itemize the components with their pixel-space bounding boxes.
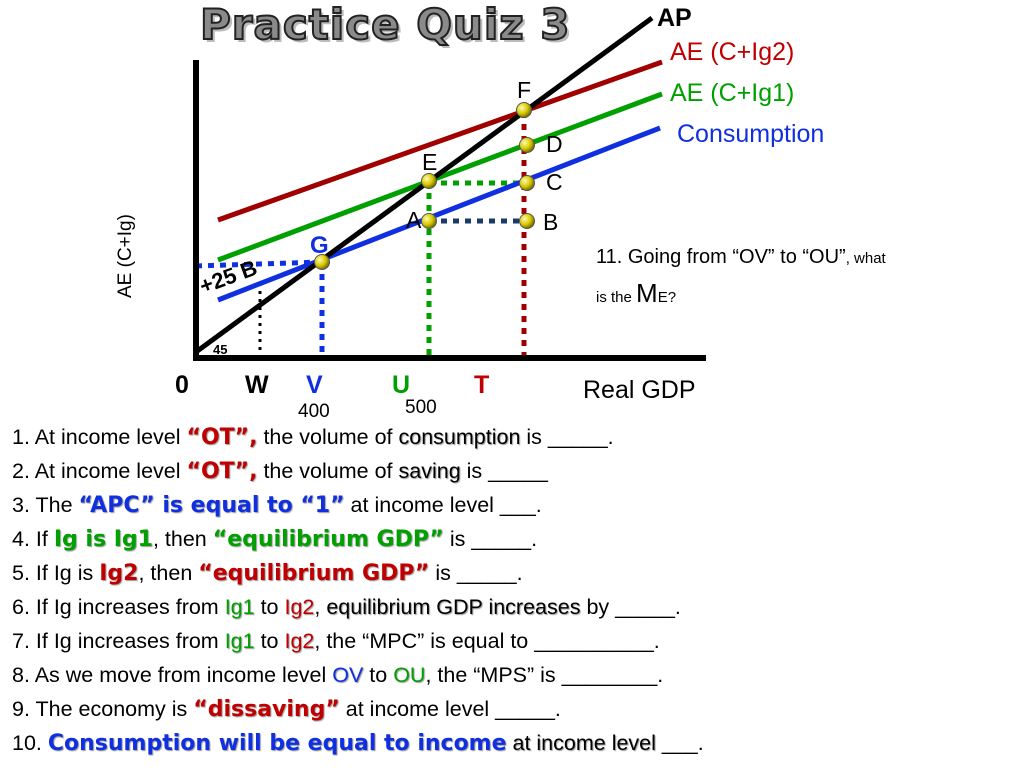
- q4-end: is _____.: [443, 527, 538, 551]
- q8-ou: OU: [393, 663, 426, 687]
- q11-part4: M: [636, 278, 658, 308]
- q8-text: 8. As we move from income level: [12, 663, 333, 687]
- ae-ig1-label: AE (C+Ig1): [670, 79, 794, 107]
- q5-highlight2: “equilibrium GDP”: [198, 561, 430, 586]
- point-d-dot: [519, 137, 535, 153]
- q11-part3: is the: [596, 289, 637, 306]
- x-value-400: 400: [298, 401, 330, 420]
- diagram: AP AE (C+Ig2) AE (C+Ig1) Consumption F D…: [115, 4, 824, 420]
- point-e-label: E: [422, 149, 437, 175]
- question-8: 8. As we move from income level OV to OU…: [12, 658, 1012, 692]
- q2-text2: the volume of: [257, 459, 399, 483]
- q3-end: at income level ___.: [344, 493, 542, 517]
- question-list: 1. At income level “OT”, the volume of c…: [12, 420, 1012, 760]
- guide-g-horizontal: [195, 259, 323, 269]
- point-c-dot: [519, 175, 535, 191]
- q8-to: to: [363, 663, 394, 687]
- q1-text: 1. At income level: [12, 425, 187, 449]
- consumption-label: Consumption: [677, 120, 824, 148]
- point-a-label: A: [406, 207, 422, 233]
- q6-end: by _____.: [580, 595, 681, 619]
- q2-keyword: saving: [398, 459, 461, 483]
- q7-ig2: Ig2: [284, 629, 315, 653]
- q5-text2: , then: [138, 561, 199, 585]
- tick-t: T: [474, 371, 489, 399]
- point-f-dot: [516, 102, 532, 118]
- q10-end: ___.: [655, 731, 704, 755]
- q10-keyword: at income level: [506, 731, 656, 755]
- q4-highlight2: “equilibrium GDP”: [212, 527, 444, 552]
- q2-end: is _____: [460, 459, 548, 483]
- ae-ig2-label: AE (C+Ig2): [670, 38, 794, 66]
- point-c-label: C: [546, 169, 563, 195]
- question-2: 2. At income level “OT”, the volume of s…: [12, 454, 1012, 488]
- q10-highlight: Consumption will be equal to income: [47, 731, 507, 756]
- q1-end: is _____.: [520, 425, 614, 449]
- q6-text: 6. If Ig increases from: [12, 595, 225, 619]
- question-4: 4. If Ig is Ig1, then “equilibrium GDP” …: [12, 522, 1012, 556]
- page-title: Practice Quiz 3: [199, 0, 571, 50]
- q4-text: 4. If: [12, 527, 54, 551]
- q9-text: 9. The economy is: [12, 697, 194, 721]
- q4-highlight: Ig is Ig1: [53, 527, 153, 552]
- q5-text: 5. If Ig is: [12, 561, 100, 585]
- tick-u: U: [392, 371, 410, 399]
- question-3: 3. The “APC” is equal to “1” at income l…: [12, 488, 1012, 522]
- ap-label: AP: [657, 4, 692, 32]
- q3-highlight: “APC” is equal to “1”: [78, 493, 345, 518]
- q11-part2: , what: [845, 250, 886, 267]
- q1-keyword: consumption: [398, 425, 521, 449]
- q2-highlight: “OT”,: [186, 459, 258, 484]
- consumption-line: [217, 125, 661, 303]
- point-d-label: D: [546, 131, 563, 157]
- question-6: 6. If Ig increases from Ig1 to Ig2, equi…: [12, 590, 1012, 624]
- q9-highlight: “dissaving”: [193, 697, 340, 722]
- x-axis-label: Real GDP: [583, 376, 696, 404]
- q10-text: 10.: [12, 731, 48, 755]
- ae-ig2-line: [217, 59, 663, 223]
- point-a-dot: [421, 213, 437, 229]
- q6-ig1: Ig1: [224, 595, 255, 619]
- question-5: 5. If Ig is Ig2, then “equilibrium GDP” …: [12, 556, 1012, 590]
- q3-text: 3. The: [12, 493, 79, 517]
- q6-keyword: equilibrium GDP increases: [326, 595, 581, 619]
- q6-to: to: [254, 595, 285, 619]
- question-11: 11. Going from “OV” to “OU”, what is the…: [596, 240, 996, 315]
- question-7: 7. If Ig increases from Ig1 to Ig2, the …: [12, 624, 1012, 658]
- q11-part5: E?: [657, 289, 677, 306]
- q8-end: , the “MPS” is ________.: [425, 663, 664, 687]
- question-10: 10. Consumption will be equal to income …: [12, 726, 1012, 760]
- y-axis-label: AE (C+Ig): [115, 214, 136, 298]
- q2-text: 2. At income level: [12, 459, 187, 483]
- q6-ig2: Ig2: [284, 595, 315, 619]
- point-e-dot: [421, 173, 437, 189]
- q6-comma: ,: [314, 595, 327, 619]
- x-value-500: 500: [405, 397, 437, 418]
- q4-text2: , then: [152, 527, 213, 551]
- point-b-label: B: [543, 209, 558, 235]
- q1-highlight: “OT”,: [186, 425, 258, 450]
- plus25-label: +25 B: [196, 255, 260, 299]
- tick-w: W: [245, 371, 269, 399]
- q8-ov: OV: [332, 663, 364, 687]
- q7-ig1: Ig1: [224, 629, 255, 653]
- q7-text: 7. If Ig increases from: [12, 629, 225, 653]
- q5-highlight: Ig2: [99, 561, 139, 586]
- angle-45-label: 45: [213, 342, 227, 357]
- point-g-label: G: [310, 232, 329, 259]
- point-b-dot: [519, 213, 535, 229]
- point-g-dot: [314, 254, 330, 270]
- q5-end: is _____.: [429, 561, 523, 585]
- q1-text2: the volume of: [257, 425, 399, 449]
- question-9: 9. The economy is “dissaving” at income …: [12, 692, 1012, 726]
- ae-ig1-line: [217, 91, 663, 263]
- question-1: 1. At income level “OT”, the volume of c…: [12, 420, 1012, 454]
- q7-to: to: [254, 629, 285, 653]
- tick-o: 0: [175, 371, 189, 399]
- q7-end: , the “MPC” is equal to __________.: [314, 629, 660, 653]
- q9-end: at income level _____.: [339, 697, 561, 721]
- tick-v: V: [306, 371, 323, 399]
- q11-part1: 11. Going from “OV” to “OU”: [596, 246, 846, 268]
- point-f-label: F: [517, 77, 531, 103]
